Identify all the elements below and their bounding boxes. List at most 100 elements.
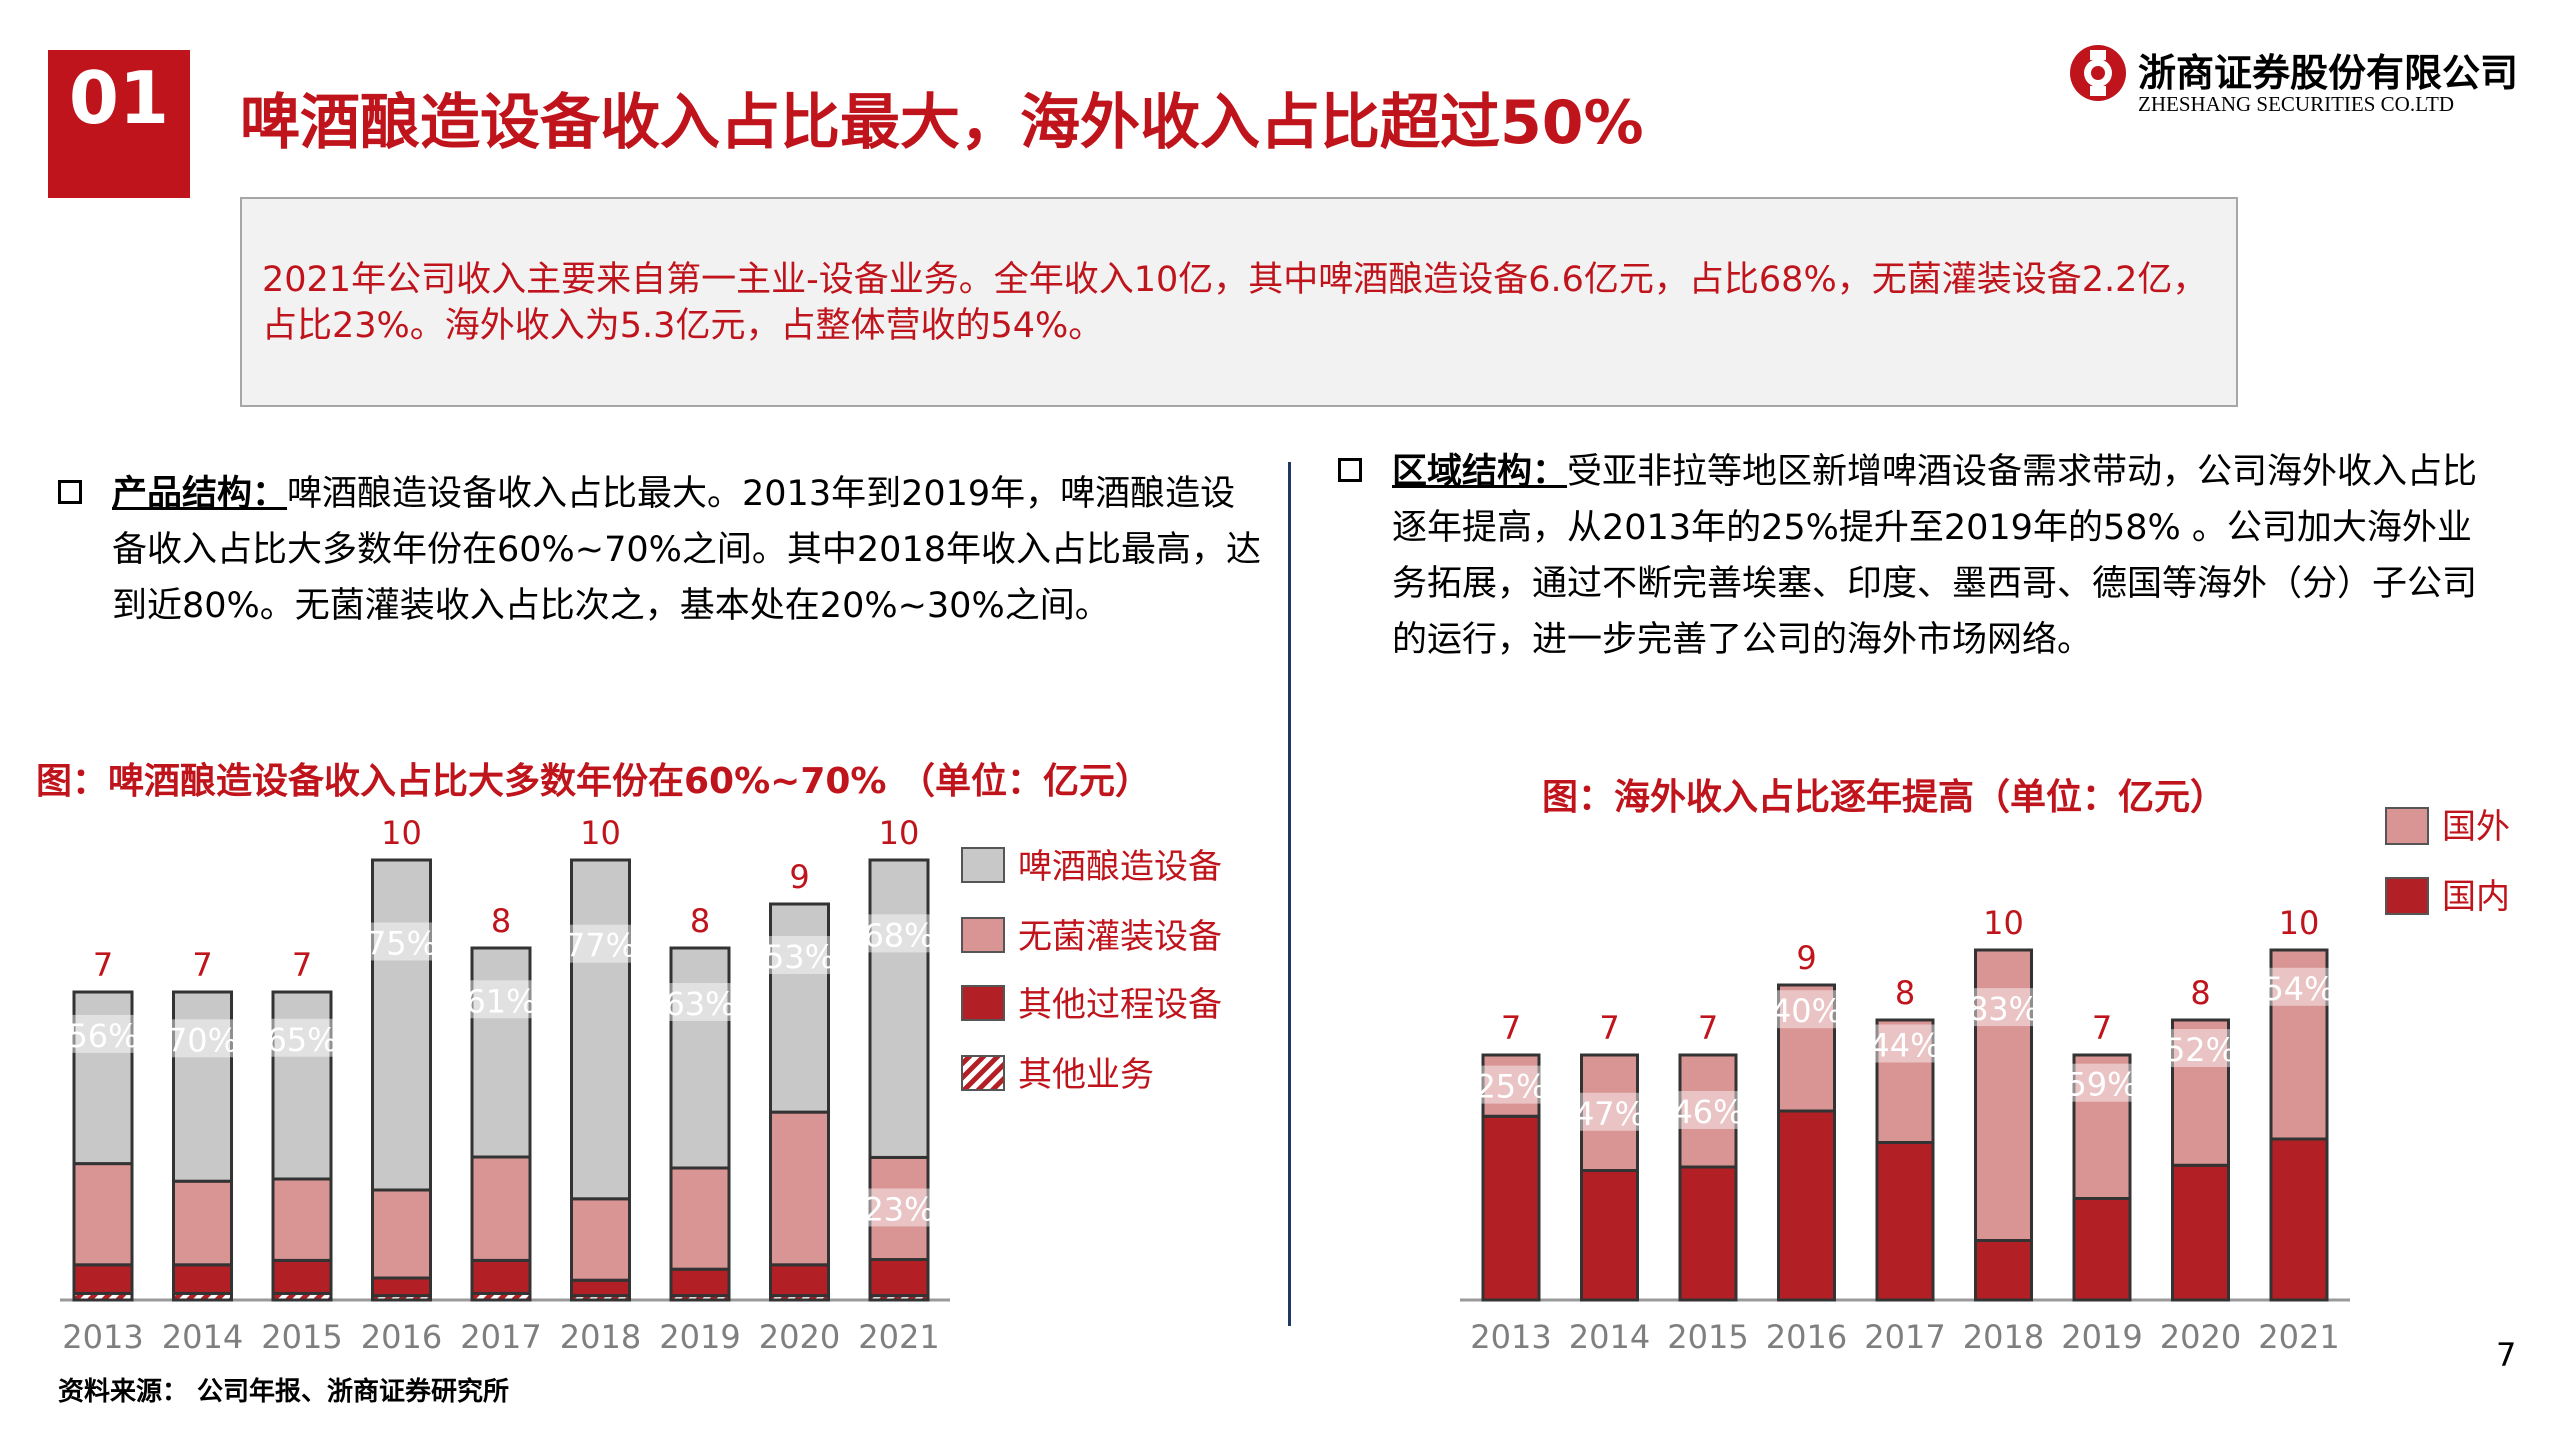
data-label-2013-s1: 25%: [1475, 1068, 1546, 1106]
x-tick-2013: 2013: [62, 1318, 143, 1356]
slide-number: 01: [68, 56, 170, 140]
data-label-2020-s3-bg: [767, 936, 832, 975]
bar-segment-2018-s3: [570, 858, 631, 1201]
bar-segment-2019-s2: [669, 1166, 731, 1271]
data-label-2018-s1: 83%: [1968, 990, 2039, 1028]
data-label-2019-s3: 63%: [664, 985, 735, 1023]
bar-segment-2015-s1: [1678, 1053, 1738, 1169]
data-label-2016-s3-bg: [369, 922, 434, 961]
bar-segment-2015-s0: [1678, 1165, 1738, 1302]
legend-label-无菌灌装设备: 无菌灌装设备: [1018, 917, 1222, 957]
total-label-2016: 10: [381, 814, 422, 852]
x-tick-2020: 2020: [759, 1318, 840, 1356]
x-tick-2019: 2019: [2061, 1318, 2142, 1356]
bar-segment-2013-s1: [72, 1263, 134, 1295]
data-label-2018-s3-bg: [568, 924, 633, 963]
x-tick-2016: 2016: [1766, 1318, 1847, 1356]
total-label-2017: 8: [491, 902, 511, 940]
x-tick-2016: 2016: [361, 1318, 442, 1356]
data-label-2016-s1-bg: [1774, 990, 1839, 1029]
data-label-2015-s3-bg: [269, 1018, 335, 1057]
data-label-2017-s3-bg: [468, 980, 534, 1019]
left-bullet-icon: [58, 480, 82, 504]
bar-segment-2018-s1: [1974, 948, 2033, 1242]
data-label-2013-s3-bg: [70, 1014, 136, 1053]
x-tick-2014: 2014: [162, 1318, 243, 1356]
legend-swatch-国内: [2385, 877, 2429, 915]
data-label-2020-s3: 53%: [764, 938, 835, 976]
data-label-2021-s1-bg: [2266, 967, 2332, 1006]
data-label-2013-s1-bg: [1478, 1065, 1544, 1104]
bar-segment-2013-s1: [1481, 1053, 1541, 1118]
data-label-2020-s1-bg: [2168, 1029, 2233, 1068]
data-label-2017-s1: 44%: [1869, 1027, 1940, 1065]
right-bullet-icon: [1338, 458, 1362, 482]
page-number: 7: [2496, 1336, 2517, 1374]
bar-segment-2021-s3: [868, 858, 930, 1159]
total-label-2019: 8: [690, 902, 710, 940]
data-label-2019-s3-bg: [667, 983, 733, 1021]
data-label-2017-s3: 61%: [465, 982, 536, 1020]
bar-segment-2019-s3: [669, 946, 731, 1170]
bar-segment-2018-s2: [570, 1197, 631, 1282]
data-label-2021-s1: 54%: [2263, 970, 2334, 1008]
bar-segment-2020-s1: [2171, 1018, 2230, 1167]
data-label-2014-s1: 47%: [1574, 1095, 1645, 1133]
total-label-2021: 10: [2279, 904, 2320, 942]
legend-label-国内: 国内: [2442, 877, 2510, 917]
data-label-2019-s1-bg: [2069, 1063, 2135, 1102]
data-label-2021-s3-bg: [866, 914, 932, 953]
bar-segment-2016-s0: [1777, 1109, 1836, 1302]
legend-swatch-无菌灌装设备: [961, 917, 1005, 953]
slide-number-badge: [48, 50, 190, 198]
legend-label-啤酒酿造设备: 啤酒酿造设备: [1018, 847, 1222, 887]
data-label-2021-s2: 23%: [863, 1190, 934, 1228]
x-tick-2017: 2017: [460, 1318, 541, 1356]
legend-swatch-其他业务: [961, 1055, 1005, 1091]
region-structure-paragraph: 区域结构：受亚非拉等地区新增啤酒设备需求带动，公司海外收入占比逐年提高，从201…: [1392, 444, 2502, 668]
bar-segment-2020-s3: [769, 902, 830, 1114]
total-label-2014: 7: [1599, 1009, 1619, 1047]
bar-segment-2019-s1: [669, 1267, 731, 1298]
data-label-2014-s1-bg: [1577, 1092, 1642, 1131]
company-name-en: ZHESHANG SECURITIES CO.LTD: [2138, 92, 2454, 116]
total-label-2020: 8: [2190, 974, 2210, 1012]
data-label-2014-s3-bg: [170, 1019, 235, 1058]
x-tick-2013: 2013: [1470, 1318, 1551, 1356]
page-title: 啤酒酿造设备收入占比最大，海外收入占比超过50%: [240, 88, 1644, 158]
x-tick-2018: 2018: [1963, 1318, 2044, 1356]
product-structure-paragraph: 产品结构：啤酒酿造设备收入占比最大。2013年到2019年，啤酒酿造设备收入占比…: [112, 466, 1262, 634]
product-structure-heading: 产品结构：: [112, 474, 288, 514]
total-label-2017: 8: [1895, 974, 1915, 1012]
bar-segment-2016-s3: [371, 858, 432, 1192]
bar-segment-2017-s1: [1875, 1018, 1935, 1144]
x-tick-2020: 2020: [2160, 1318, 2241, 1356]
x-tick-2014: 2014: [1569, 1318, 1650, 1356]
bar-segment-2014-s1: [172, 1263, 233, 1295]
data-label-2018-s1-bg: [1971, 988, 2036, 1027]
bar-segment-2021-s1: [868, 1258, 930, 1298]
total-label-2021: 10: [879, 814, 920, 852]
bar-segment-2014-s1: [1580, 1053, 1639, 1172]
bar-segment-2019-s1: [2072, 1053, 2132, 1200]
data-label-2019-s1: 59%: [2066, 1066, 2137, 1104]
bar-segment-2017-s0: [1875, 1141, 1935, 1302]
summary-box: [240, 197, 2238, 407]
total-label-2015: 7: [1698, 1009, 1718, 1047]
data-label-2021-s3: 68%: [863, 916, 934, 954]
data-label-2021-s2-bg: [866, 1188, 932, 1227]
bar-segment-2017-s2: [470, 1155, 532, 1262]
column-divider: [1288, 462, 1291, 1326]
total-label-2013: 7: [1501, 1009, 1521, 1047]
total-label-2015: 7: [292, 946, 312, 984]
bar-segment-2015-s1: [271, 1258, 333, 1295]
zheshang-logo-icon: [2070, 45, 2126, 101]
total-label-2020: 9: [789, 858, 809, 896]
total-label-2018: 10: [1983, 904, 2024, 942]
company-name: 浙商证券股份有限公司: [2138, 51, 2519, 95]
bar-segment-2014-s0: [1580, 1169, 1639, 1302]
total-label-2013: 7: [93, 946, 113, 984]
bar-segment-2021-s0: [2269, 1137, 2329, 1302]
region-structure-heading: 区域结构：: [1392, 452, 1568, 492]
